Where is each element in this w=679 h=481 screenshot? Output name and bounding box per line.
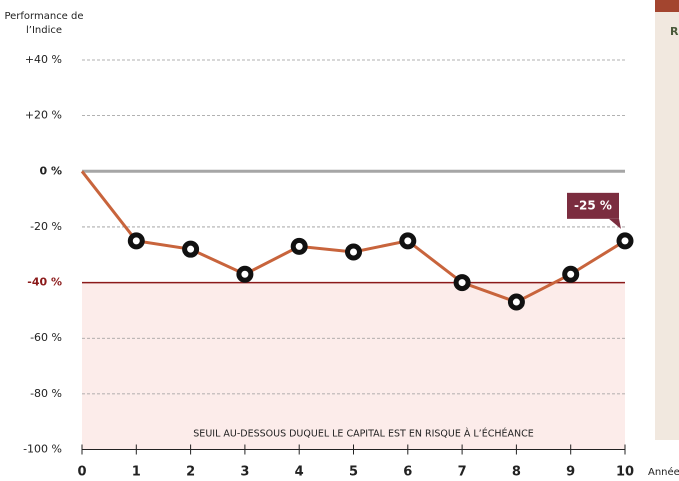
x-tick-label: 3 bbox=[240, 465, 249, 480]
x-tick-label: 8 bbox=[512, 465, 521, 480]
y-tick-label: -40 % bbox=[27, 276, 62, 289]
data-point bbox=[127, 232, 145, 250]
risk-zone bbox=[82, 282, 625, 450]
y-tick-label: -80 % bbox=[30, 387, 62, 400]
data-point bbox=[616, 232, 634, 250]
side-panel-strip bbox=[655, 0, 679, 12]
data-label-pointer bbox=[609, 218, 621, 229]
x-tick-label: 10 bbox=[616, 465, 634, 480]
x-axis-label: Année bbox=[648, 466, 679, 478]
data-label: -25 % bbox=[574, 198, 612, 212]
y-tick-label: +20 % bbox=[25, 109, 62, 122]
data-point bbox=[345, 243, 362, 261]
x-tick-label: 4 bbox=[295, 465, 304, 480]
side-panel bbox=[655, 0, 679, 440]
y-tick-label: -60 % bbox=[30, 331, 62, 344]
y-tick-label: -100 % bbox=[23, 443, 62, 456]
data-point bbox=[507, 293, 525, 311]
x-tick-label: 1 bbox=[132, 465, 141, 480]
data-point bbox=[399, 232, 417, 250]
y-axis-label: Performance de l’Indice bbox=[4, 11, 84, 36]
y-tick-label: -20 % bbox=[30, 220, 62, 233]
annotation: SEUIL AU-DESSOUS DUQUEL LE CAPITAL EST E… bbox=[193, 428, 533, 440]
data-point bbox=[290, 237, 308, 255]
x-tick-label: 7 bbox=[458, 465, 467, 480]
data-point bbox=[182, 240, 200, 258]
y-tick-label: 0 % bbox=[39, 164, 62, 177]
data-label-box bbox=[567, 192, 619, 219]
x-tick-label: 6 bbox=[403, 465, 412, 480]
x-tick-label: 9 bbox=[566, 465, 575, 480]
data-point bbox=[562, 265, 580, 283]
x-tick-label: 5 bbox=[349, 465, 358, 480]
y-tick-label: +40 % bbox=[25, 53, 62, 66]
x-tick-label: 0 bbox=[77, 465, 86, 480]
x-tick-label: 2 bbox=[186, 465, 195, 480]
data-point bbox=[236, 265, 254, 283]
side-panel-text: R bbox=[670, 25, 679, 38]
data-point bbox=[453, 274, 471, 292]
